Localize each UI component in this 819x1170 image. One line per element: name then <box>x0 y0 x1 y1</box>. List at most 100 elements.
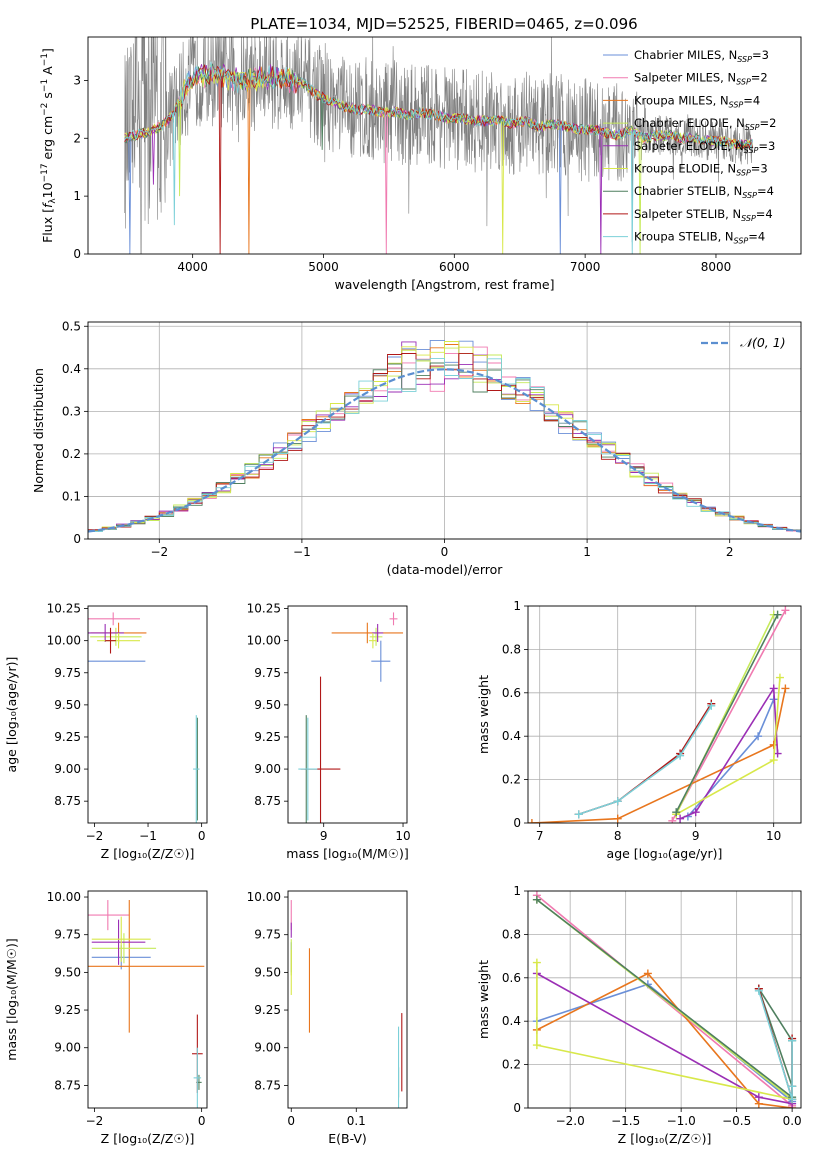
errorbar-salpeter-elodie <box>372 623 384 642</box>
y-tick-label: 0 <box>513 816 521 830</box>
y-tick-label: 0.8 <box>502 642 521 656</box>
series-marker <box>668 816 677 823</box>
series-salpeter-stelib <box>574 699 716 819</box>
y-tick-label: 9.75 <box>254 666 281 680</box>
series-chabrier-stelib <box>672 610 782 817</box>
axes-frame <box>527 890 802 1109</box>
y-tick-label: 10.00 <box>247 634 281 648</box>
y-tick-label: 9.75 <box>254 928 281 942</box>
errorbar-salpeter-elodie <box>88 623 124 642</box>
axes-frame <box>87 890 208 1109</box>
legend-label-salpeter-stelib: Salpeter STELIB, NSSP=4 <box>634 207 773 223</box>
legend-label-kroupa-miles: Kroupa MILES, NSSP=4 <box>634 93 760 109</box>
absorption-feature <box>558 125 562 254</box>
x-axis-label: Z [log₁₀(Z/Z☉)] <box>101 846 195 861</box>
errorbar-salpeter-miles <box>88 612 140 626</box>
errorbar-kroupa-stelib <box>193 1047 202 1108</box>
x-tick-label: 2 <box>726 545 734 559</box>
legend-value: =3 <box>758 139 775 153</box>
x-tick-label: 7000 <box>570 260 601 274</box>
y-tick-label: 9.50 <box>254 698 281 712</box>
series-marker <box>528 819 536 823</box>
series-marker <box>754 1093 763 1102</box>
y-tick-label: 0.8 <box>502 927 521 941</box>
y-tick-label: 9.75 <box>54 666 81 680</box>
y-tick-label: 8.75 <box>254 794 281 808</box>
age-vs-mass-panel: 9 10 8.75 9.00 9.25 9.50 9.75 10.00 10.25 mass [l… <box>247 602 411 861</box>
x-tick-label: −2 <box>150 545 168 559</box>
series-line <box>536 894 793 1107</box>
legend-text: Chabrier MILES, N <box>634 48 737 62</box>
legend-subscript: SSP <box>742 191 757 200</box>
y-tick-label: 9.75 <box>54 928 81 942</box>
errorbar-kroupa-miles <box>331 622 404 644</box>
x-tick-label: 9 <box>320 829 328 843</box>
y-tick-label: 10.25 <box>247 602 281 616</box>
legend-value: =4 <box>748 230 765 244</box>
y-tick-label: 9.25 <box>254 730 281 744</box>
absorption-feature <box>384 112 388 254</box>
y-tick-label: 8.75 <box>54 794 81 808</box>
x-tick-label: 0 <box>198 1114 206 1128</box>
legend-subscript: SSP <box>744 146 759 155</box>
series-marker <box>769 756 778 765</box>
y-tick-label: 0.6 <box>502 971 521 985</box>
y-axis-label-part: −2 <box>40 103 50 116</box>
x-tick-label: −1.5 <box>611 1114 640 1128</box>
y-tick-label: 9.00 <box>254 762 281 776</box>
y-axis-label-part: λ <box>48 198 58 204</box>
axes-frame <box>87 605 208 824</box>
y-tick-label: 0 <box>513 1101 521 1115</box>
model-spectrum-chabrier-stelib <box>124 63 753 151</box>
legend-text: Kroupa ELODIE, N <box>634 162 736 176</box>
legend-text: Salpeter ELODIE, N <box>634 139 744 153</box>
series-marker <box>754 732 763 741</box>
x-tick-label: −0.5 <box>722 1114 751 1128</box>
y-tick-label: 0.6 <box>502 686 521 700</box>
x-tick-label: −2 <box>86 829 104 843</box>
absorption-feature <box>247 80 251 254</box>
absorption-feature <box>172 112 176 226</box>
y-tick-label: 2 <box>73 131 81 145</box>
y-tick-label: 0.4 <box>62 362 81 376</box>
model-spectrum-salpeter-stelib <box>124 64 753 150</box>
y-tick-label: 0.2 <box>62 447 81 461</box>
legend-value: =4 <box>757 184 774 198</box>
series-line <box>536 962 793 1101</box>
series-line <box>536 983 793 1103</box>
legend-subscript: SSP <box>736 78 751 87</box>
legend-value: =4 <box>743 93 760 107</box>
y-axis-label-part: Flux [ <box>40 208 55 243</box>
errorbar-kroupa-elodie <box>97 632 140 649</box>
series-kroupa-miles <box>528 684 790 823</box>
legend-label-chabrier-miles: Chabrier MILES, NSSP=3 <box>634 48 769 64</box>
figure-title: PLATE=1034, MJD=52525, FIBERID=0465, z=0… <box>250 15 637 33</box>
x-tick-label: 10 <box>395 829 410 843</box>
series-marker <box>532 958 541 967</box>
absorption-feature <box>128 136 132 254</box>
y-tick-label: 9.50 <box>54 965 81 979</box>
y-axis-label: age [log₁₀(age/yr)] <box>4 657 19 773</box>
plot-area <box>88 900 205 1108</box>
series-marker <box>613 814 622 823</box>
y-tick-label: 9.25 <box>54 1003 81 1017</box>
legend-label-salpeter-miles: Salpeter MILES, NSSP=2 <box>634 71 768 87</box>
y-axis-label: Flux [fλ10−17 erg cm−2 s−1 A−1] <box>40 48 58 243</box>
y-tick-label: 9.25 <box>254 1003 281 1017</box>
legend-subscript: SSP <box>736 169 751 178</box>
x-tick-label: 0 <box>441 545 449 559</box>
series-line <box>578 703 712 816</box>
y-tick-label: 0.3 <box>62 404 81 418</box>
series-line <box>536 899 793 1099</box>
series-kroupa-elodie <box>532 958 797 1104</box>
errorbar-kroupa-elodie <box>368 632 377 649</box>
y-axis-label-part: f <box>40 202 55 208</box>
x-tick-label: −1 <box>293 545 311 559</box>
mass-vs-ebv-panel: 0 0.1 8.75 9.00 9.25 9.50 9.75 10.00 E(B-V) <box>247 890 408 1146</box>
legend-label-chabrier-elodie: Chabrier ELODIE, NSSP=2 <box>634 116 776 132</box>
errorbar-salpeter-miles <box>389 612 398 626</box>
errorbar-chabrier-elodie <box>369 627 383 646</box>
series-marker <box>769 684 778 693</box>
plot-area <box>532 891 797 1108</box>
legend-subscript: SSP <box>729 100 744 109</box>
